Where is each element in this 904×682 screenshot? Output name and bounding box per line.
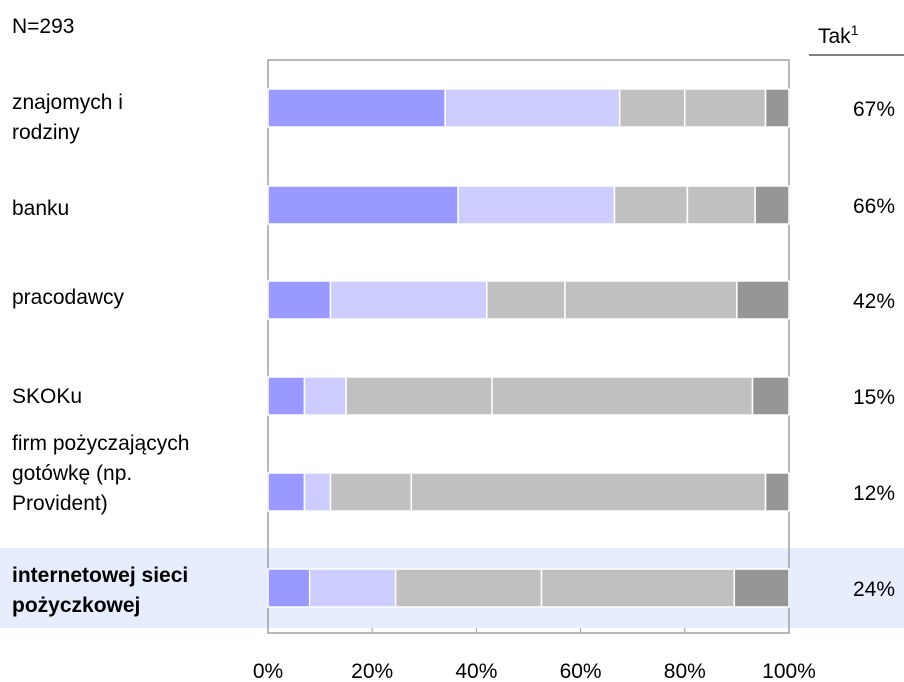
x-tick-label: 80% — [664, 660, 706, 682]
bar-segment — [686, 185, 756, 225]
sample-size-label: N=293 — [12, 15, 74, 38]
tak-value: 42% — [853, 290, 895, 313]
bar-segment — [267, 185, 459, 225]
tak-value: 24% — [853, 578, 895, 601]
bar-segment — [684, 88, 767, 128]
bar-segment — [486, 280, 566, 320]
tak-value: 66% — [853, 195, 895, 218]
bar-segment — [267, 472, 306, 512]
category-label: firm pożyczających gotówkę (np. Provident) — [12, 432, 189, 515]
category-label: internetowej sieci pożyczkowej — [12, 564, 188, 617]
category-label: banku — [12, 197, 69, 220]
bar-segment — [613, 185, 689, 225]
tak-header: Tak1 — [818, 22, 859, 48]
bar-segment — [618, 88, 686, 128]
bar-segment — [267, 88, 446, 128]
bar-segment — [345, 376, 493, 416]
bar-segment — [540, 568, 736, 608]
bar-segment — [491, 376, 754, 416]
bar-segment — [733, 568, 790, 608]
category-label: pracodawcy — [12, 286, 125, 309]
bar-segment — [267, 376, 306, 416]
bar-segment — [329, 472, 413, 512]
bar-segment — [564, 280, 738, 320]
bar-segment — [303, 472, 332, 512]
bar-segment — [754, 185, 790, 225]
bar-segment — [764, 88, 790, 128]
plot-frame — [267, 59, 790, 634]
tak-value: 15% — [853, 386, 895, 409]
bar-segment — [736, 280, 790, 320]
bar-segment — [267, 568, 311, 608]
bar-segment — [457, 185, 616, 225]
bar-segment — [267, 280, 332, 320]
bar-segment — [751, 376, 790, 416]
x-tick-label: 60% — [560, 660, 602, 682]
x-tick-label: 0% — [253, 660, 283, 682]
x-tick-label: 40% — [455, 660, 497, 682]
tak-value: 67% — [853, 98, 895, 121]
bar-segment — [764, 472, 790, 512]
category-label: SKOKu — [12, 385, 82, 408]
bar-segment — [308, 568, 397, 608]
x-tick-label: 20% — [351, 660, 393, 682]
bar-segment — [444, 88, 621, 128]
bar-segment — [410, 472, 767, 512]
bar-segment — [329, 280, 488, 320]
tak-value: 12% — [853, 482, 895, 505]
category-label: znajomych i rodziny — [12, 91, 123, 144]
bar-segment — [394, 568, 543, 608]
bar-segment — [303, 376, 347, 416]
x-tick-label: 100% — [762, 660, 816, 682]
